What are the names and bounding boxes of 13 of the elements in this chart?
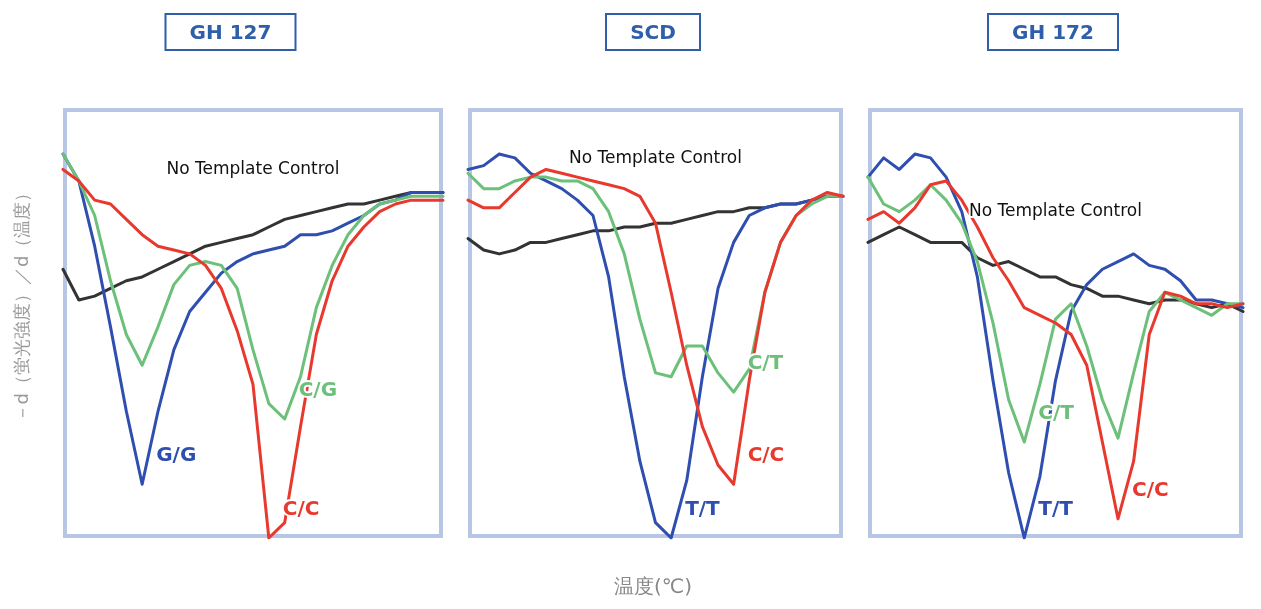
- y-axis-title: －d（蛍光強度）／d（温度）: [10, 183, 32, 423]
- x-axis-title: 温度(℃): [613, 574, 693, 598]
- chart-title: GH 172: [1012, 20, 1094, 44]
- chart-title: GH 127: [189, 20, 272, 44]
- series-label: C/C: [747, 442, 785, 467]
- series-label: No Template Control: [166, 158, 340, 179]
- series-label: G/G: [156, 442, 197, 467]
- text: No Template Control: [569, 146, 742, 167]
- series-label: No Template Control: [969, 200, 1142, 221]
- series-label: T/T: [1038, 496, 1074, 520]
- series-label: T/T: [685, 496, 721, 520]
- chart-title: SCD: [630, 20, 676, 44]
- series-label: C/C: [1132, 476, 1169, 501]
